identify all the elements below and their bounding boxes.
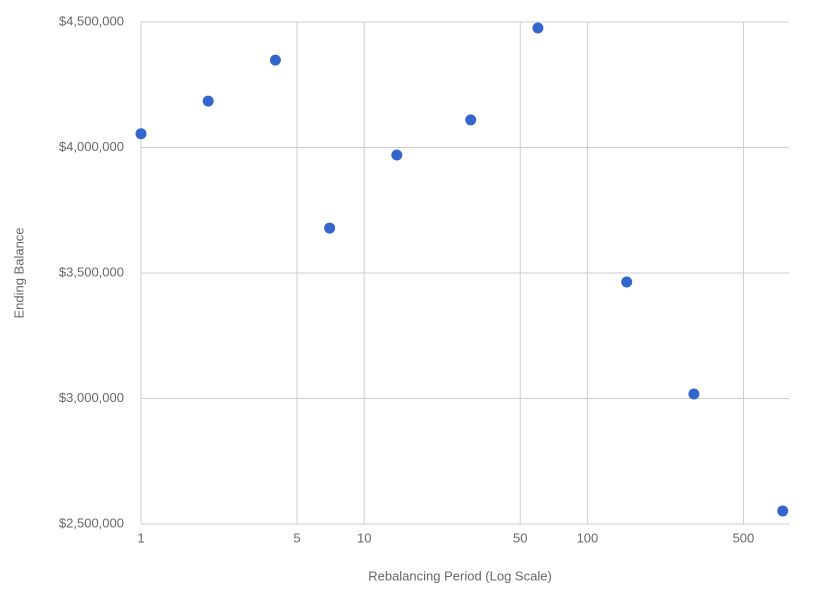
x-tick-label: 50	[513, 530, 527, 545]
data-point	[135, 128, 147, 140]
y-tick-label: $3,000,000	[59, 390, 124, 405]
data-point	[391, 149, 403, 161]
data-point	[777, 505, 789, 517]
data-point	[269, 54, 281, 66]
data-point	[324, 222, 336, 234]
data-point	[465, 114, 477, 126]
x-tick-label: 1	[137, 530, 144, 545]
data-point	[688, 388, 700, 400]
y-tick-label: $2,500,000	[59, 515, 124, 530]
x-tick-label: 500	[733, 530, 755, 545]
data-point	[532, 22, 544, 34]
x-tick-label: 10	[357, 530, 371, 545]
y-axis-label: Ending Balance	[11, 227, 26, 318]
y-tick-label: $4,500,000	[59, 13, 124, 28]
x-axis-label: Rebalancing Period (Log Scale)	[368, 568, 552, 583]
x-tick-label: 5	[293, 530, 300, 545]
data-point	[621, 276, 633, 288]
data-point	[202, 95, 214, 107]
y-tick-label: $4,000,000	[59, 139, 124, 154]
y-tick-label: $3,500,000	[59, 264, 124, 279]
x-tick-label: 100	[577, 530, 599, 545]
